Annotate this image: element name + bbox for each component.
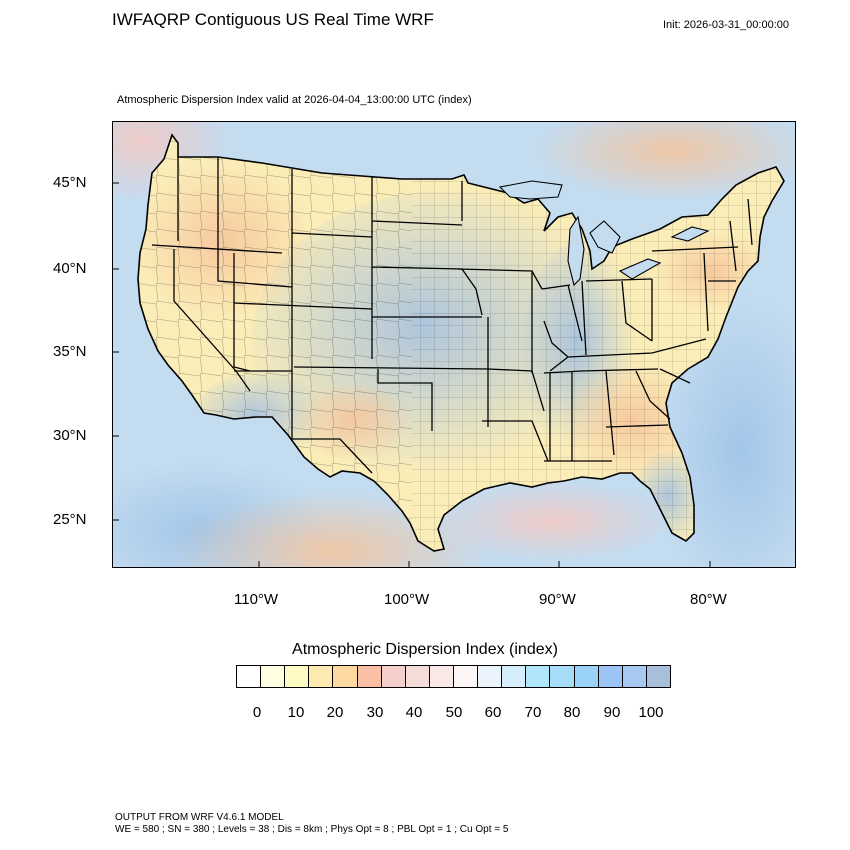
model-info-line2: WE = 580 ; SN = 380 ; Levels = 38 ; Dis …: [115, 824, 509, 835]
colorbar-label-60: 60: [484, 704, 502, 721]
colorbar-label-50: 50: [445, 704, 463, 721]
lon-label-110: 110°W: [234, 591, 279, 608]
colorbar-swatch-15: [598, 666, 623, 687]
map-subtitle: Atmospheric Dispersion Index valid at 20…: [117, 94, 472, 106]
chart-title: IWFAQRP Contiguous US Real Time WRF: [112, 10, 434, 29]
colorbar-label-10: 10: [287, 704, 305, 721]
lon-label-90: 90°W: [539, 591, 576, 608]
lon-label-80: 80°W: [690, 591, 727, 608]
us-map: [112, 121, 796, 568]
model-info-line1: OUTPUT FROM WRF V4.6.1 MODEL: [115, 812, 284, 823]
colorbar-label-80: 80: [563, 704, 581, 721]
great-lakes: [498, 180, 710, 287]
axis-ticks: [112, 182, 711, 568]
colorbar-label-90: 90: [603, 704, 621, 721]
colorbar-swatch-1: [261, 666, 286, 687]
colorbar-label-100: 100: [638, 704, 664, 721]
colorbar-title: Atmospheric Dispersion Index (index): [292, 641, 558, 658]
colorbar-swatch-14: [574, 666, 599, 687]
colorbar-swatch-7: [405, 666, 430, 687]
lat-label-40: 40°N: [53, 260, 87, 277]
colorbar-swatch-3: [309, 666, 334, 687]
colorbar-swatch-13: [550, 666, 575, 687]
colorbar: [236, 665, 671, 688]
colorbar-label-70: 70: [524, 704, 542, 721]
init-time: Init: 2026-03-31_00:00:00: [663, 19, 789, 31]
lon-label-100: 100°W: [384, 591, 430, 608]
colorbar-swatch-5: [357, 666, 382, 687]
colorbar-swatch-16: [622, 666, 647, 687]
lat-label-30: 30°N: [53, 427, 87, 444]
colorbar-swatch-10: [478, 666, 503, 687]
lat-label-45: 45°N: [53, 174, 87, 191]
colorbar-swatch-8: [429, 666, 454, 687]
colorbar-swatch-17: [646, 666, 670, 687]
colorbar-swatch-0: [237, 666, 262, 687]
colorbar-swatch-9: [453, 666, 479, 687]
colorbar-label-30: 30: [366, 704, 384, 721]
colorbar-swatch-12: [526, 666, 551, 687]
colorbar-swatch-4: [333, 666, 358, 687]
colorbar-label-0: 0: [252, 704, 262, 721]
lat-label-25: 25°N: [53, 511, 87, 528]
colorbar-label-20: 20: [326, 704, 344, 721]
map-panel: [112, 121, 796, 568]
canada-east-shading: [532, 121, 796, 201]
colorbar-swatch-2: [285, 666, 310, 687]
state-borders: [151, 157, 753, 474]
colorbar-swatch-6: [381, 666, 406, 687]
colorbar-label-40: 40: [405, 704, 423, 721]
lat-label-35: 35°N: [53, 343, 87, 360]
map-border: [112, 121, 796, 568]
colorbar-swatch-11: [502, 666, 527, 687]
gulf-shading: [432, 481, 672, 561]
